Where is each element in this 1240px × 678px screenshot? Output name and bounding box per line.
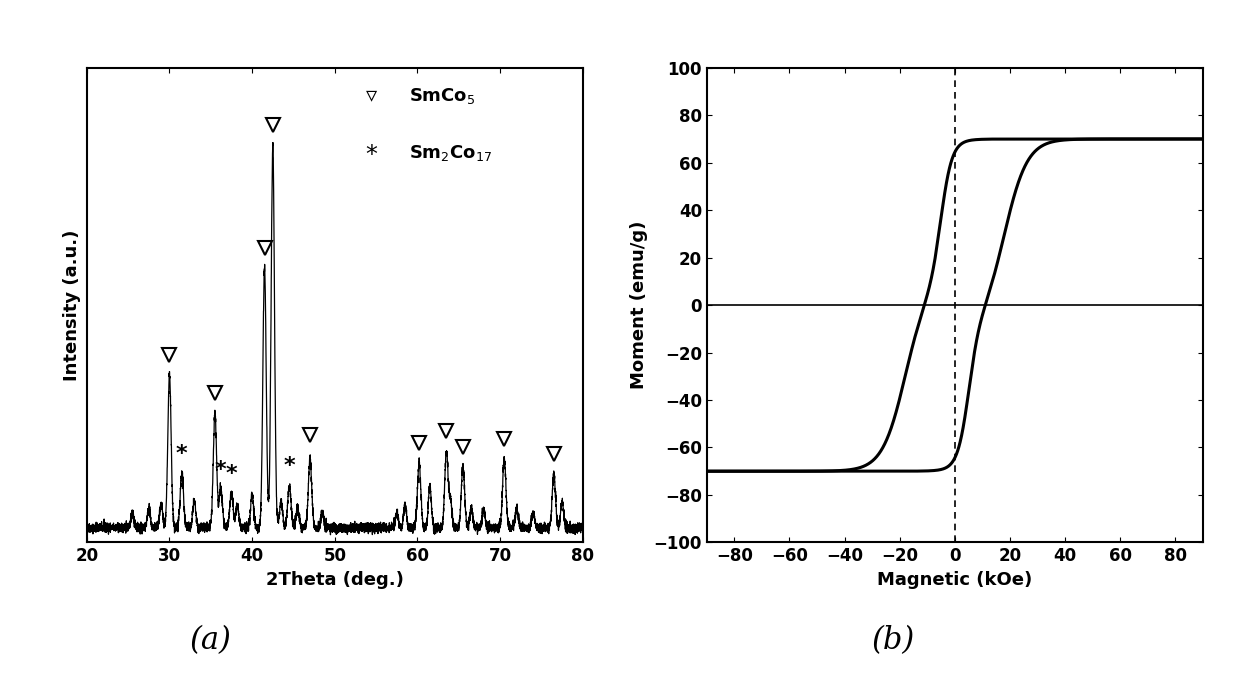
Text: *: * (176, 444, 187, 464)
Text: SmCo$_5$: SmCo$_5$ (409, 86, 476, 106)
Text: (b): (b) (872, 625, 914, 656)
Text: *: * (215, 460, 227, 479)
Text: Sm$_2$Co$_{17}$: Sm$_2$Co$_{17}$ (409, 143, 492, 163)
Y-axis label: Intensity (a.u.): Intensity (a.u.) (63, 229, 82, 381)
Text: $\triangledown$: $\triangledown$ (365, 86, 378, 106)
X-axis label: Magnetic (kOe): Magnetic (kOe) (877, 571, 1033, 589)
Text: $*$: $*$ (365, 141, 378, 165)
Text: *: * (226, 464, 237, 483)
Text: *: * (284, 456, 295, 476)
Y-axis label: Moment (emu/g): Moment (emu/g) (630, 221, 649, 389)
X-axis label: 2Theta (deg.): 2Theta (deg.) (265, 571, 404, 589)
Text: (a): (a) (190, 625, 232, 656)
